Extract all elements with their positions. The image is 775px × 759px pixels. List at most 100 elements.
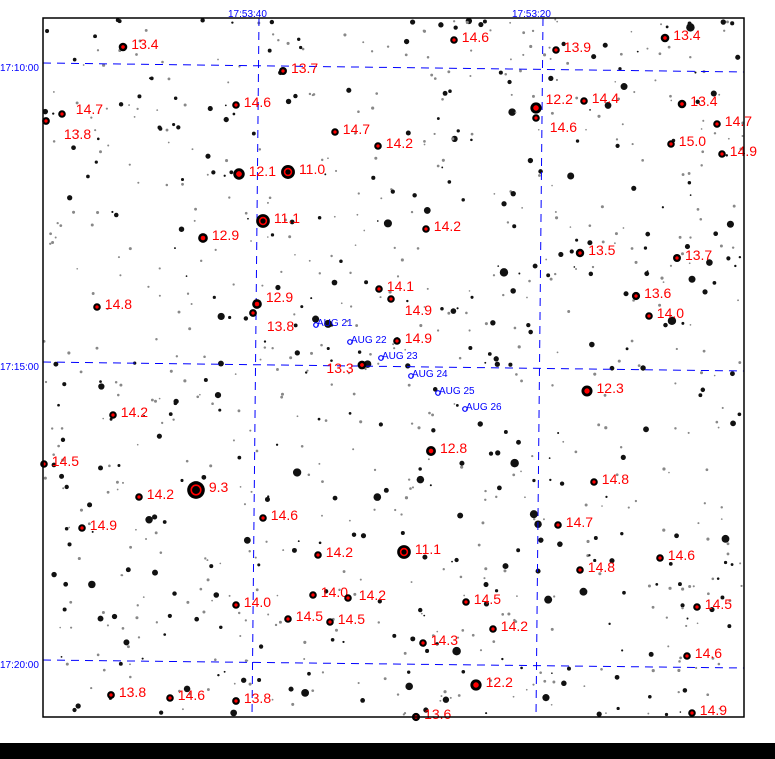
field-star bbox=[258, 644, 264, 649]
field-star bbox=[105, 107, 108, 110]
field-star bbox=[605, 495, 608, 498]
field-star bbox=[237, 409, 241, 413]
track-point: AUG 22 bbox=[347, 335, 387, 346]
field-star bbox=[603, 393, 607, 397]
star-ring bbox=[234, 103, 238, 107]
star-ring bbox=[389, 297, 393, 301]
field-star bbox=[283, 218, 287, 222]
field-star bbox=[554, 272, 557, 276]
field-star bbox=[102, 668, 106, 672]
magnitude-label: 13.8 bbox=[244, 690, 271, 706]
field-star bbox=[114, 380, 118, 384]
star-ring bbox=[428, 448, 434, 454]
track-point: AUG 21 bbox=[313, 318, 353, 329]
field-star bbox=[470, 49, 473, 52]
field-star bbox=[429, 484, 432, 487]
field-star bbox=[726, 20, 729, 24]
field-star bbox=[294, 350, 300, 356]
field-star bbox=[119, 274, 122, 277]
field-star bbox=[604, 426, 608, 430]
field-star bbox=[528, 329, 533, 335]
field-star bbox=[479, 649, 483, 652]
field-star bbox=[665, 25, 669, 29]
field-star bbox=[330, 359, 333, 362]
field-star bbox=[648, 651, 654, 657]
field-star bbox=[145, 515, 153, 524]
field-star bbox=[621, 123, 624, 126]
field-star bbox=[232, 112, 236, 116]
field-star bbox=[551, 384, 554, 387]
field-star bbox=[386, 45, 390, 48]
field-star bbox=[561, 680, 567, 687]
field-star bbox=[515, 373, 518, 376]
field-star bbox=[501, 201, 507, 207]
magnitude-label: 14.5 bbox=[338, 611, 365, 627]
field-star bbox=[470, 138, 473, 142]
star-marker: 12.9 bbox=[252, 289, 293, 309]
field-star bbox=[593, 372, 597, 376]
field-star bbox=[264, 496, 270, 502]
field-star bbox=[416, 247, 420, 250]
field-star bbox=[450, 308, 457, 314]
field-star bbox=[301, 688, 310, 697]
star-dot bbox=[187, 481, 205, 499]
field-star bbox=[705, 468, 709, 472]
field-star bbox=[651, 605, 655, 609]
field-star bbox=[529, 44, 533, 49]
field-star bbox=[275, 443, 279, 446]
field-star bbox=[98, 383, 105, 390]
magnitude-label: 14.6 bbox=[271, 507, 298, 523]
star-ring bbox=[258, 216, 268, 226]
field-star bbox=[501, 613, 505, 616]
field-star bbox=[193, 219, 196, 222]
field-star bbox=[601, 505, 603, 507]
field-star bbox=[526, 323, 531, 328]
field-star bbox=[128, 247, 132, 251]
magnitude-label: 13.4 bbox=[131, 36, 158, 52]
field-star bbox=[228, 196, 231, 199]
field-star bbox=[718, 707, 721, 710]
field-star bbox=[56, 221, 59, 225]
magnitude-label: 14.9 bbox=[405, 330, 432, 346]
magnitude-label: 12.3 bbox=[597, 380, 624, 396]
field-star bbox=[489, 29, 492, 32]
field-star bbox=[688, 262, 691, 265]
field-star bbox=[374, 156, 378, 160]
field-star bbox=[410, 422, 414, 425]
field-star bbox=[694, 71, 697, 74]
field-star bbox=[111, 613, 118, 620]
star-marker: 14.2 bbox=[422, 218, 461, 234]
field-star bbox=[288, 686, 294, 692]
field-star bbox=[293, 313, 296, 316]
star-marker: 13.7 bbox=[279, 60, 318, 76]
field-star bbox=[593, 536, 598, 540]
field-star bbox=[730, 563, 734, 566]
magnitude-label: 14.2 bbox=[386, 135, 413, 151]
field-star bbox=[535, 568, 541, 574]
field-star bbox=[126, 645, 130, 649]
field-star bbox=[492, 640, 496, 643]
magnitude-label: 13.6 bbox=[424, 706, 451, 722]
field-star bbox=[461, 670, 466, 674]
chart-frame bbox=[42, 17, 745, 718]
star-marker: 14.6 bbox=[683, 645, 722, 661]
field-star bbox=[57, 403, 60, 407]
field-star bbox=[738, 255, 742, 259]
field-star bbox=[390, 189, 395, 194]
field-star bbox=[684, 244, 691, 250]
star-ring bbox=[121, 45, 125, 49]
field-star bbox=[688, 275, 696, 283]
field-star bbox=[203, 355, 206, 358]
magnitude-label: 14.2 bbox=[147, 486, 174, 502]
field-star bbox=[286, 41, 290, 45]
field-star bbox=[320, 158, 324, 162]
field-star bbox=[726, 220, 734, 228]
dec-grid-line bbox=[42, 659, 745, 669]
field-star bbox=[143, 414, 145, 417]
field-star bbox=[614, 80, 617, 83]
field-star bbox=[601, 240, 605, 244]
star-marker: 14.7 bbox=[554, 514, 593, 530]
field-star bbox=[554, 18, 557, 21]
field-star bbox=[250, 490, 253, 493]
star-ring bbox=[316, 553, 320, 557]
